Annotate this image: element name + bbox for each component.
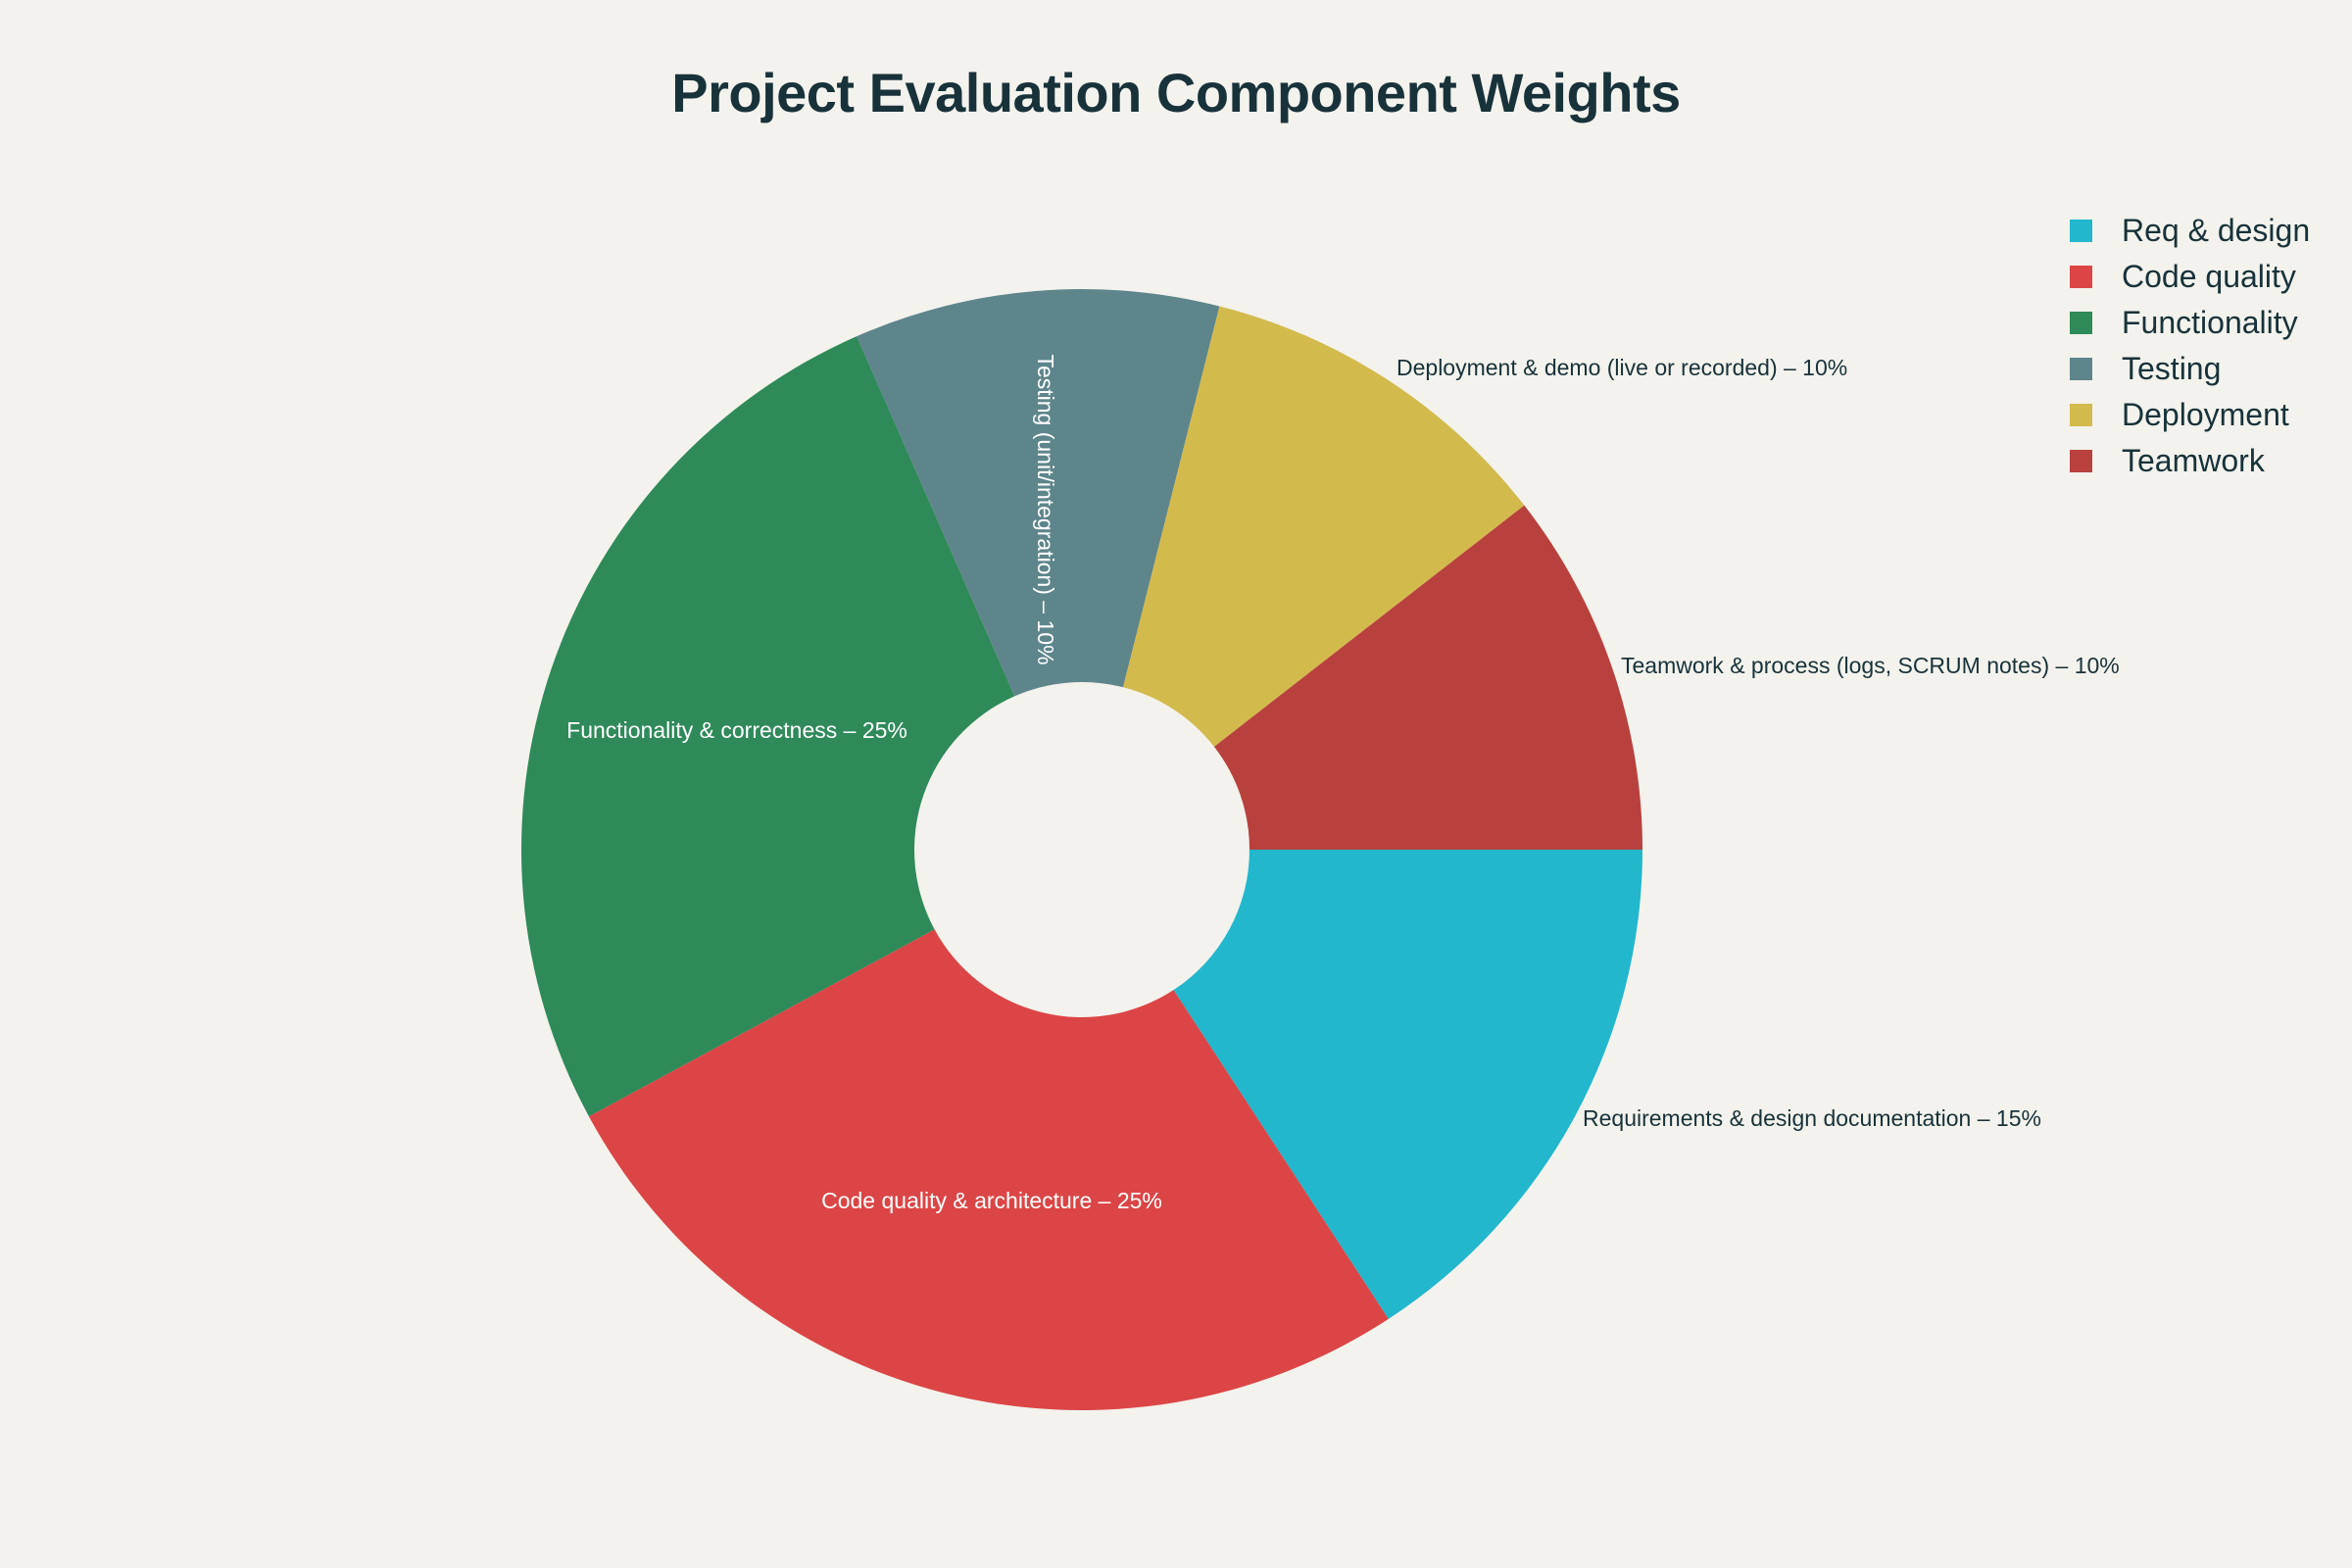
legend-item-teamwork[interactable]: Teamwork <box>2070 438 2310 484</box>
legend-item-req-design[interactable]: Req & design <box>2070 208 2310 254</box>
slice-label-functionality: Functionality & correctness – 25% <box>566 717 907 743</box>
chart-title: Project Evaluation Component Weights <box>671 62 1681 123</box>
legend-item-functionality[interactable]: Functionality <box>2070 300 2310 346</box>
slice-label-deployment: Deployment & demo (live or recorded) – 1… <box>1396 355 1847 380</box>
legend-swatch <box>2070 266 2092 288</box>
legend-swatch <box>2070 312 2092 334</box>
slice-label-req-design: Requirements & design documentation – 15… <box>1583 1105 2041 1131</box>
legend-label: Functionality <box>2122 305 2298 340</box>
slice-code-quality <box>588 929 1389 1410</box>
slice-labels: Requirements & design documentation – 15… <box>566 354 2120 1213</box>
slice-label-testing: Testing (unit/integration) – 10% <box>1033 354 1058 664</box>
legend-item-code-quality[interactable]: Code quality <box>2070 254 2310 300</box>
legend-label: Teamwork <box>2122 443 2265 478</box>
slice-label-teamwork: Teamwork & process (logs, SCRUM notes) –… <box>1621 653 2120 678</box>
slice-testing <box>857 288 1220 697</box>
legend-item-deployment[interactable]: Deployment <box>2070 392 2310 438</box>
legend-label: Deployment <box>2122 397 2289 432</box>
legend-label: Testing <box>2122 351 2222 386</box>
legend-item-testing[interactable]: Testing <box>2070 346 2310 392</box>
legend-swatch <box>2070 220 2092 242</box>
legend-swatch <box>2070 358 2092 380</box>
slice-deployment <box>1122 306 1525 747</box>
legend-label: Req & design <box>2122 213 2311 248</box>
slice-req-design <box>1173 850 1642 1319</box>
slice-label-code-quality: Code quality & architecture – 25% <box>821 1188 1162 1213</box>
legend-swatch <box>2070 450 2092 472</box>
legend: Req & design Code quality Functionality Tes… <box>2070 208 2310 484</box>
legend-swatch <box>2070 404 2092 426</box>
slice-functionality <box>521 336 1015 1117</box>
legend-label: Code quality <box>2122 259 2296 294</box>
donut-slices <box>521 288 1642 1410</box>
slice-teamwork <box>1213 505 1642 850</box>
